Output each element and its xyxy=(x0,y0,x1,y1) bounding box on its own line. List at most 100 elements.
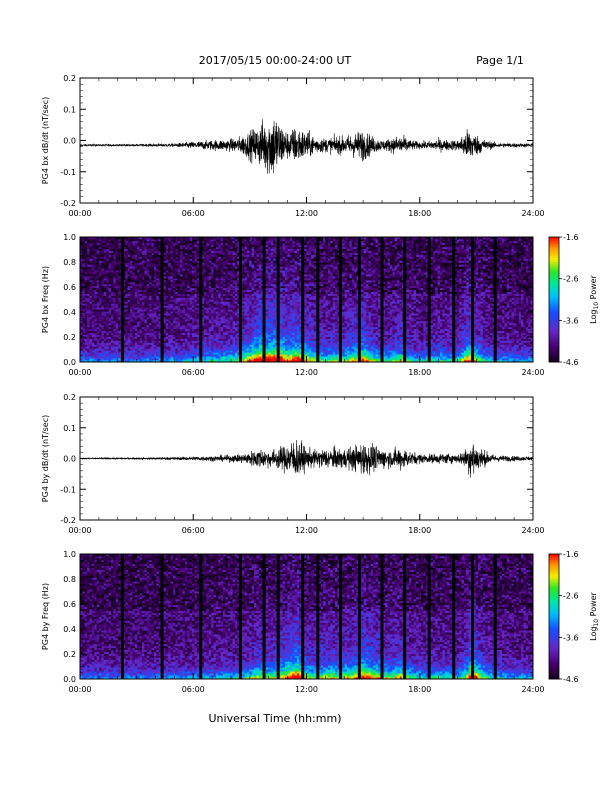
spectrogram-cell xyxy=(208,285,212,289)
spectrogram-cell xyxy=(122,342,126,345)
spectrogram-cell xyxy=(208,309,212,312)
spectrogram-cell xyxy=(196,279,200,283)
spectrogram-cell xyxy=(82,248,86,252)
spectrogram-cell xyxy=(182,360,186,363)
spectrogram-cell xyxy=(96,328,100,332)
spectrogram-cell xyxy=(82,270,86,273)
spectrogram-cell xyxy=(211,342,214,345)
spectrogram-cell xyxy=(208,303,212,306)
spectrogram-cell xyxy=(127,283,131,287)
spectrogram-cell xyxy=(89,281,93,285)
spectrogram-cell xyxy=(232,336,236,339)
spectrogram-cell xyxy=(196,305,200,308)
spectrogram-cell xyxy=(177,336,181,339)
spectrogram-cell xyxy=(163,244,167,248)
spectrogram-cell xyxy=(208,276,212,279)
spectrogram-cell xyxy=(184,348,188,351)
spectrogram-cell xyxy=(172,315,176,318)
spectrogram-cell xyxy=(246,358,250,361)
spectrogram-cell xyxy=(80,238,83,242)
spectrogram-cell xyxy=(249,268,253,271)
spectrogram-cell xyxy=(187,305,191,308)
spectrogram-cell xyxy=(118,244,121,248)
spectrogram-cell xyxy=(115,311,119,314)
spectrogram-cell xyxy=(223,299,226,302)
spectrogram-cell xyxy=(101,348,105,351)
spectrogram-cell xyxy=(84,305,88,308)
spectrogram-cell xyxy=(232,354,236,357)
spectrogram-cell xyxy=(94,285,98,289)
spectrogram-cell xyxy=(144,303,148,306)
spectrogram-cell xyxy=(225,279,229,283)
spectrogram-cell xyxy=(94,262,98,265)
spectrogram-cell xyxy=(251,309,255,312)
spectrogram-cell xyxy=(115,240,119,244)
spectrogram-cell xyxy=(208,264,212,267)
spectrogram-cell xyxy=(256,258,260,261)
spectrogram-cell xyxy=(115,270,119,273)
spectrogram-cell xyxy=(91,264,95,267)
spectrogram-cell xyxy=(218,346,222,349)
spectrogram-cell xyxy=(106,330,109,334)
spectrogram-cell xyxy=(246,278,250,281)
spectrogram-cell xyxy=(184,315,188,318)
spectrogram-cell xyxy=(144,352,148,355)
spectrogram-cell xyxy=(232,322,236,326)
spectrogram-cell xyxy=(137,295,140,298)
spectrogram-cell xyxy=(203,350,207,353)
spectrogram-cell xyxy=(149,336,152,339)
spectrogram-cell xyxy=(101,332,105,335)
spectrogram-cell xyxy=(139,334,143,337)
spectrogram-cell xyxy=(182,272,186,275)
spectrogram-cell xyxy=(180,240,183,244)
spectrogram-cell xyxy=(146,254,150,257)
spectrogram-cell xyxy=(118,299,121,302)
spectrogram-cell xyxy=(246,328,250,332)
spectrogram-cell xyxy=(237,328,241,332)
spectrogram-cell xyxy=(118,315,121,318)
spectrogram-cell xyxy=(187,240,191,244)
spectrogram-cell xyxy=(99,262,102,265)
spectrogram-cell xyxy=(103,270,107,273)
spectrogram-cell xyxy=(106,260,109,263)
spectrogram-cell xyxy=(96,326,100,330)
spectrogram-cell xyxy=(99,326,102,330)
spectrogram-cell xyxy=(244,328,248,332)
spectrogram-cell xyxy=(103,264,107,267)
spectrogram-cell xyxy=(234,272,238,275)
spectrogram-cell xyxy=(118,297,121,300)
spectrogram-cell xyxy=(182,252,186,255)
spectrogram-cell xyxy=(165,281,169,285)
spectrogram-cell xyxy=(242,354,245,357)
spectrogram-cell xyxy=(213,244,217,248)
spectrogram-cell xyxy=(122,279,126,283)
spectrogram-cell xyxy=(127,299,131,302)
spectrogram-cell xyxy=(87,334,90,337)
spectrogram-cell xyxy=(218,354,222,357)
spectrogram-cell xyxy=(113,360,117,363)
spectrogram-cell xyxy=(230,340,233,343)
spectrogram-cell xyxy=(180,258,183,261)
spectrogram-cell xyxy=(122,287,126,291)
spectrogram-cell xyxy=(203,238,207,242)
spectrogram-cell xyxy=(189,317,193,320)
spectrogram-cell xyxy=(134,252,138,255)
spectrogram-cell xyxy=(258,356,262,359)
spectrogram-cell xyxy=(194,354,198,357)
spectrogram-cell xyxy=(137,319,140,322)
spectrogram-cell xyxy=(223,256,226,259)
spectrogram-cell xyxy=(237,264,241,267)
spectrogram-cell xyxy=(106,281,109,285)
spectrogram-cell xyxy=(254,283,257,287)
spectrogram-cell xyxy=(225,360,229,363)
spectrogram-cell xyxy=(187,336,191,339)
spectrogram-cell xyxy=(137,266,140,269)
spectrogram-cell xyxy=(151,303,155,306)
spectrogram-cell xyxy=(196,240,200,244)
spectrogram-cell xyxy=(99,268,102,271)
spectrogram-cell xyxy=(249,299,253,302)
spectrogram-cell xyxy=(132,303,136,306)
spectrogram-cell xyxy=(141,305,145,308)
spectrogram-cell xyxy=(106,278,109,281)
spectrogram-cell xyxy=(156,276,160,279)
